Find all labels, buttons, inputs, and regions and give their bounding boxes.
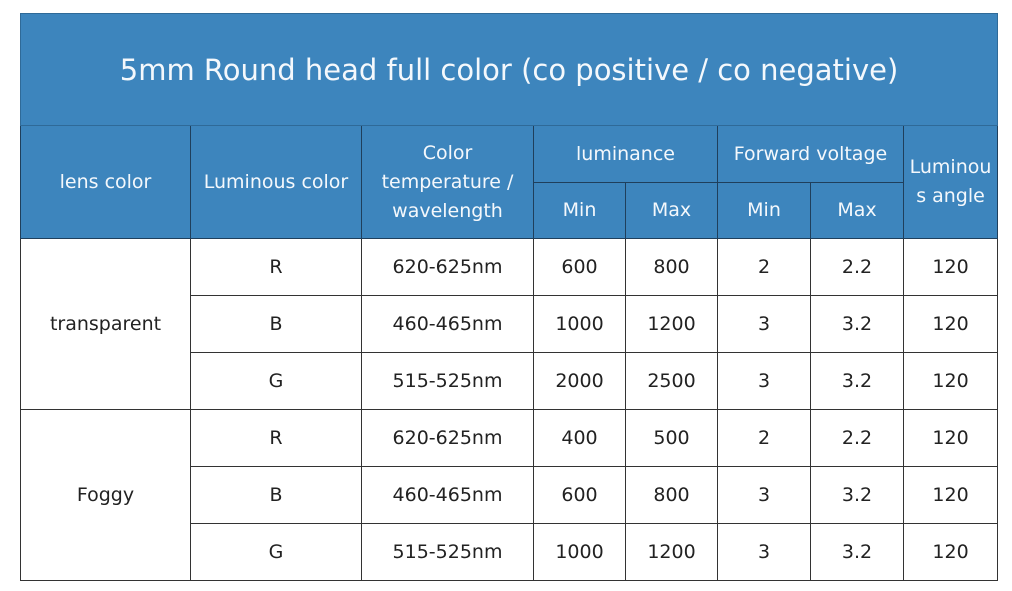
table-row: Foggy R 620-625nm 400 500 2 2.2 120 bbox=[20, 409, 999, 581]
wavelength-cell: 515-525nm bbox=[361, 352, 534, 410]
table-title: 5mm Round head full color (co positive /… bbox=[19, 13, 999, 126]
luminous-color-cell: R bbox=[190, 238, 362, 296]
voltage-min-cell: 3 bbox=[717, 523, 811, 581]
luminous-color-cell: G bbox=[190, 523, 362, 581]
luminous-color-cell: B bbox=[190, 295, 362, 353]
table-row: B 460-465nm 600 800 3 3.2 120 bbox=[21, 466, 999, 524]
luminous-color-cell: B bbox=[190, 466, 362, 524]
table-row: G 515-525nm 2000 2500 3 3.2 120 bbox=[21, 352, 999, 410]
voltage-min-cell: 3 bbox=[717, 352, 811, 410]
luminance-max-cell: 1200 bbox=[625, 523, 718, 581]
wavelength-cell: 620-625nm bbox=[361, 409, 534, 467]
luminance-min-cell: 1000 bbox=[533, 295, 626, 353]
luminous-angle-cell: 120 bbox=[902, 295, 999, 353]
luminance-max-cell: 500 bbox=[625, 409, 718, 467]
header-luminance-min: Min bbox=[533, 182, 626, 239]
luminance-max-cell: 1200 bbox=[625, 295, 718, 353]
voltage-max-cell: 3.2 bbox=[810, 295, 904, 353]
table-row: B 460-465nm 1000 1200 3 3.2 120 bbox=[21, 295, 999, 353]
luminance-min-cell: 2000 bbox=[533, 352, 626, 410]
header-voltage-max: Max bbox=[810, 182, 904, 239]
luminous-angle-cell: 120 bbox=[902, 466, 999, 524]
luminous-angle-cell: 120 bbox=[902, 409, 999, 467]
luminance-min-cell: 1000 bbox=[533, 523, 626, 581]
wavelength-cell: 620-625nm bbox=[361, 238, 534, 296]
luminance-min-cell: 600 bbox=[533, 238, 626, 296]
luminance-max-cell: 800 bbox=[625, 238, 718, 296]
voltage-min-cell: 2 bbox=[717, 409, 811, 467]
luminous-color-cell: R bbox=[190, 409, 362, 467]
luminance-max-cell: 2500 bbox=[625, 352, 718, 410]
header-luminance: luminance bbox=[533, 125, 718, 183]
header-color-temperature: Color temperature / wavelength bbox=[361, 125, 534, 239]
voltage-max-cell: 3.2 bbox=[810, 466, 904, 524]
luminance-min-cell: 400 bbox=[533, 409, 626, 467]
luminous-angle-cell: 120 bbox=[902, 238, 999, 296]
voltage-min-cell: 3 bbox=[717, 466, 811, 524]
lens-color-cell: transparent bbox=[20, 238, 191, 410]
header-forward-voltage: Forward voltage bbox=[717, 125, 904, 183]
table-row: transparent R 620-625nm 600 800 2 2.2 120 bbox=[20, 238, 999, 410]
header-luminous-color: Luminous color bbox=[190, 125, 362, 239]
voltage-max-cell: 2.2 bbox=[810, 409, 904, 467]
luminous-color-cell: G bbox=[190, 352, 362, 410]
voltage-max-cell: 3.2 bbox=[810, 352, 904, 410]
luminance-max-cell: 800 bbox=[625, 466, 718, 524]
header-lens-color: lens color bbox=[20, 125, 191, 239]
wavelength-cell: 460-465nm bbox=[361, 466, 534, 524]
wavelength-cell: 460-465nm bbox=[361, 295, 534, 353]
luminous-angle-cell: 120 bbox=[902, 352, 999, 410]
header-luminance-max: Max bbox=[625, 182, 718, 239]
header-luminous-angle: Luminous angle bbox=[902, 125, 999, 239]
lens-color-cell: Foggy bbox=[20, 409, 191, 581]
voltage-min-cell: 3 bbox=[717, 295, 811, 353]
luminance-min-cell: 600 bbox=[533, 466, 626, 524]
header-voltage-min: Min bbox=[717, 182, 811, 239]
led-spec-table: 5mm Round head full color (co positive /… bbox=[19, 13, 999, 581]
luminous-angle-cell: 120 bbox=[902, 523, 999, 581]
voltage-min-cell: 2 bbox=[717, 238, 811, 296]
voltage-max-cell: 3.2 bbox=[810, 523, 904, 581]
wavelength-cell: 515-525nm bbox=[361, 523, 534, 581]
table-row: G 515-525nm 1000 1200 3 3.2 120 bbox=[21, 523, 999, 581]
voltage-max-cell: 2.2 bbox=[810, 238, 904, 296]
